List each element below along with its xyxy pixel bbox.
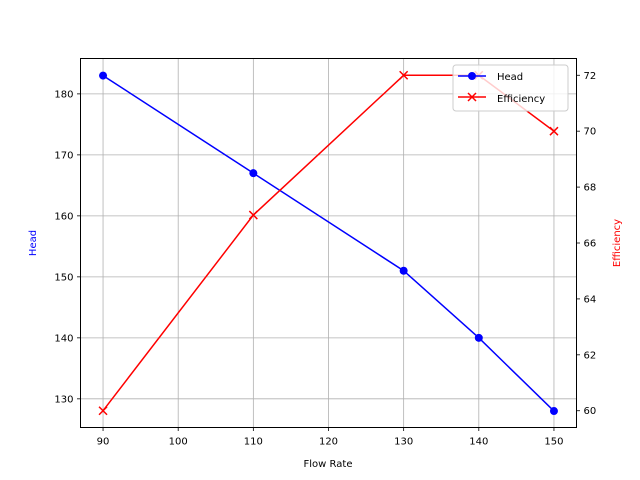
y-tick-label: 130 — [54, 394, 73, 405]
x-tick-label: 150 — [544, 437, 563, 448]
x-tick-label: 130 — [394, 437, 413, 448]
x-marker-icon — [467, 92, 477, 102]
y-axis-left-ticks: 130 140 150 160 170 180 — [54, 89, 81, 405]
legend-item-head: Head — [458, 72, 523, 83]
legend-label-efficiency: Efficiency — [497, 94, 545, 105]
x-tick-label: 110 — [244, 437, 263, 448]
x-tick-label: 100 — [169, 437, 188, 448]
data-point — [249, 169, 258, 178]
grid-lines — [80, 58, 577, 428]
x-tick-label: 90 — [97, 437, 110, 448]
data-point — [399, 70, 409, 80]
y2-tick-label: 64 — [584, 294, 597, 305]
legend-item-efficiency: Efficiency — [458, 92, 545, 105]
y2-tick-label: 60 — [584, 406, 597, 417]
legend-label-head: Head — [497, 72, 523, 83]
data-point — [399, 266, 408, 275]
data-point — [549, 126, 559, 136]
data-point — [99, 71, 108, 80]
circle-marker-icon — [468, 72, 476, 80]
x-tick-label: 120 — [319, 437, 338, 448]
y-axis-right-label: Efficiency — [612, 219, 623, 267]
x-axis-label: Flow Rate — [304, 459, 353, 470]
y-axis-right-ticks: 60 62 64 66 68 70 72 — [576, 71, 597, 417]
data-point — [248, 210, 258, 220]
y-axis-left-label: Head — [28, 230, 39, 256]
y-tick-label: 180 — [54, 89, 73, 100]
legend: Head Efficiency — [452, 64, 569, 112]
y2-tick-label: 66 — [584, 239, 597, 250]
y-tick-label: 170 — [54, 150, 73, 161]
data-point — [98, 406, 108, 416]
y2-tick-label: 72 — [584, 71, 597, 82]
x-axis-ticks: 90 100 110 120 130 140 150 — [97, 427, 564, 448]
y2-tick-label: 62 — [584, 350, 597, 361]
y2-tick-label: 68 — [584, 183, 597, 194]
data-point — [549, 407, 558, 416]
y-tick-label: 140 — [54, 333, 73, 344]
data-point — [474, 333, 483, 342]
x-tick-label: 140 — [469, 437, 488, 448]
y2-tick-label: 70 — [584, 127, 597, 138]
y-tick-label: 150 — [54, 272, 73, 283]
y-tick-label: 160 — [54, 211, 73, 222]
